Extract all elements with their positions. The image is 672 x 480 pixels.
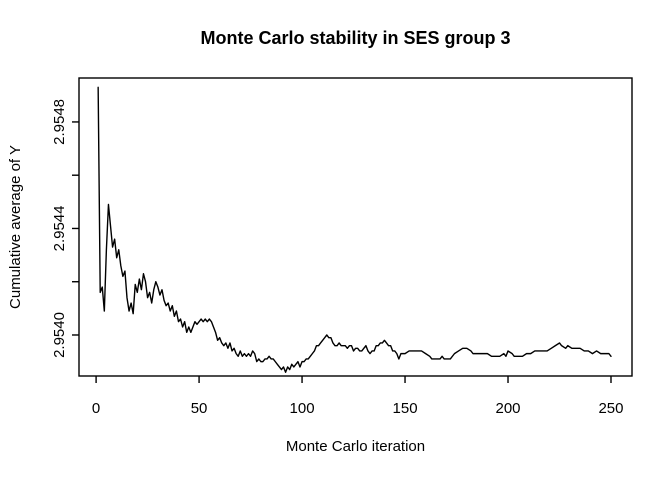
x-axis-tick-labels: 0 50 100 150 200 250 [92, 400, 624, 417]
y-tick-label: 2.9540 [51, 312, 68, 358]
plot-box [78, 77, 633, 377]
x-axis-ticks [95, 376, 612, 383]
y-axis-tick-labels: 2.9540 2.9544 2.9548 [51, 99, 68, 358]
y-axis-title: Cumulative average of Y [7, 145, 24, 309]
x-tick-label: 50 [191, 400, 208, 417]
x-tick-label: 0 [92, 400, 100, 417]
series-line-cumulative_average_of_Y [97, 86, 612, 373]
series-lines [97, 86, 612, 373]
y-tick-label: 2.9544 [51, 206, 68, 252]
x-tick-label: 150 [393, 400, 418, 417]
y-tick-label: 2.9548 [51, 99, 68, 145]
x-axis-title: Monte Carlo iteration [286, 438, 425, 455]
x-tick-label: 200 [495, 400, 520, 417]
y-axis-ticks [72, 121, 79, 336]
x-tick-label: 250 [598, 400, 623, 417]
chart-title: Monte Carlo stability in SES group 3 [200, 28, 510, 48]
x-tick-label: 100 [290, 400, 315, 417]
